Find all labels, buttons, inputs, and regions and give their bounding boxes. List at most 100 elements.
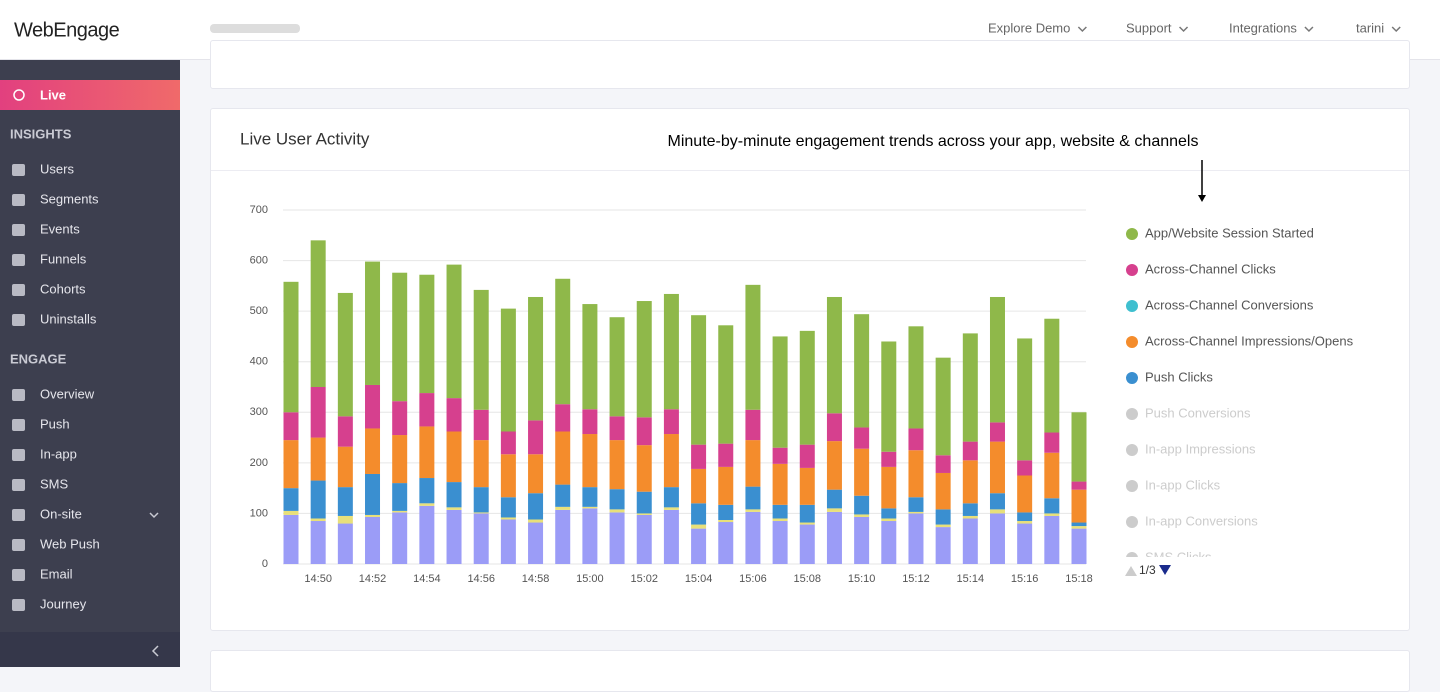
legend-label[interactable]: Push Conversions	[1145, 405, 1251, 420]
bar-segment	[636, 445, 652, 492]
bar-segment	[283, 510, 299, 515]
bar-segment	[826, 441, 842, 490]
legend-label[interactable]: Across-Channel Clicks	[1145, 261, 1276, 276]
bar-segment	[1017, 521, 1033, 524]
bar-segment	[446, 507, 462, 510]
nav-item[interactable]: Cohorts	[40, 281, 86, 296]
bar-segment	[691, 468, 707, 504]
legend-label[interactable]: In-app Conversions	[1145, 513, 1258, 528]
nav-item[interactable]: SMS	[40, 476, 69, 491]
page-down[interactable]	[1159, 565, 1171, 575]
bar-segment	[799, 444, 815, 468]
bar-segment	[609, 440, 625, 490]
bar-segment	[691, 528, 707, 564]
legend-marker[interactable]	[1126, 336, 1138, 348]
nav-item[interactable]: Events	[40, 221, 80, 236]
nav-item[interactable]: Uninstalls	[40, 311, 97, 326]
legend-marker[interactable]	[1126, 228, 1138, 240]
bar-segment	[718, 522, 734, 564]
bar-segment	[1017, 475, 1033, 513]
legend-marker[interactable]	[1126, 408, 1138, 420]
bar-segment	[935, 509, 951, 525]
section-title: ENGAGE	[10, 351, 67, 366]
bar-segment	[663, 487, 679, 508]
x-tick-label: 15:08	[794, 573, 822, 585]
bar-segment	[337, 416, 353, 447]
nav-item[interactable]: Push	[40, 416, 70, 431]
icon	[12, 509, 25, 521]
nav-item[interactable]: Users	[40, 161, 74, 176]
logo[interactable]: WebEngage	[14, 19, 120, 41]
bar-segment	[962, 515, 978, 519]
y-tick-label: 200	[250, 457, 268, 469]
bar-segment	[745, 511, 761, 564]
nav-item[interactable]: Funnels	[40, 251, 87, 266]
page-up[interactable]	[1125, 566, 1137, 576]
collapse-bar[interactable]	[0, 632, 180, 667]
nav-item[interactable]: Segments	[40, 191, 99, 206]
bar-segment	[283, 412, 299, 441]
bar-segment	[337, 487, 353, 516]
bar-segment	[881, 451, 897, 467]
nav-item[interactable]: Overview	[40, 386, 95, 401]
bar-segment	[636, 491, 652, 514]
bar-segment	[663, 509, 679, 564]
legend-marker[interactable]	[1126, 372, 1138, 384]
bar-segment	[310, 240, 326, 387]
nav-item[interactable]: On-site	[40, 506, 82, 521]
legend-label[interactable]: SMS Clicks	[1145, 549, 1212, 564]
bar-segment	[582, 506, 598, 509]
bar-segment	[283, 514, 299, 564]
arrow-head	[1198, 195, 1206, 202]
bar-segment	[908, 513, 924, 564]
icon	[12, 194, 25, 206]
legend-marker[interactable]	[1126, 480, 1138, 492]
bar-segment	[908, 511, 924, 514]
chevron	[1179, 26, 1189, 33]
bar-segment	[283, 440, 299, 489]
bar-segment	[310, 480, 326, 519]
nav-live[interactable]: Live	[40, 87, 66, 102]
nav-item[interactable]: Email	[40, 566, 73, 581]
collapse-icon[interactable]	[151, 645, 159, 657]
legend-marker[interactable]	[1126, 552, 1138, 564]
nav-item[interactable]: Explore Demo	[988, 20, 1070, 35]
bar-segment	[528, 522, 544, 564]
legend-marker[interactable]	[1126, 516, 1138, 528]
y-tick-label: 500	[250, 305, 268, 317]
bar-segment	[935, 455, 951, 473]
legend-label[interactable]: App/Website Session Started	[1145, 225, 1314, 240]
bar-segment	[881, 466, 897, 509]
bar-segment	[989, 513, 1005, 564]
nav-item[interactable]: Integrations	[1229, 20, 1297, 35]
legend-label[interactable]: In-app Impressions	[1145, 441, 1256, 456]
legend-label[interactable]: Across-Channel Conversions	[1145, 297, 1314, 312]
nav-item[interactable]: In-app	[40, 446, 77, 461]
bar-segment	[908, 326, 924, 429]
x-tick-label: 14:56	[467, 573, 495, 585]
icon	[12, 419, 25, 431]
nav-item[interactable]: Support	[1126, 20, 1172, 35]
bar-segment	[365, 428, 381, 474]
bar-segment	[500, 517, 516, 520]
bar-segment	[337, 523, 353, 564]
bar-segment	[1017, 338, 1033, 461]
bar-segment	[745, 284, 761, 410]
bar-segment	[881, 508, 897, 519]
legend-marker[interactable]	[1126, 264, 1138, 276]
bar-segment	[473, 289, 489, 410]
legend-label[interactable]: Across-Channel Impressions/Opens	[1145, 333, 1354, 348]
bar-segment	[609, 416, 625, 441]
legend-marker[interactable]	[1126, 300, 1138, 312]
legend-label[interactable]: In-app Clicks	[1145, 477, 1221, 492]
y-tick-label: 300	[250, 406, 268, 418]
legend-label[interactable]: Push Clicks	[1145, 369, 1213, 384]
legend-marker[interactable]	[1126, 444, 1138, 456]
bar-segment	[528, 420, 544, 455]
nav-item[interactable]: Web Push	[40, 536, 100, 551]
nav-item[interactable]: Journey	[40, 596, 87, 611]
bar-segment	[1071, 489, 1087, 523]
nav-item[interactable]: tarini	[1356, 20, 1384, 35]
x-tick-label: 15:04	[685, 573, 713, 585]
bar-segment	[718, 520, 734, 523]
